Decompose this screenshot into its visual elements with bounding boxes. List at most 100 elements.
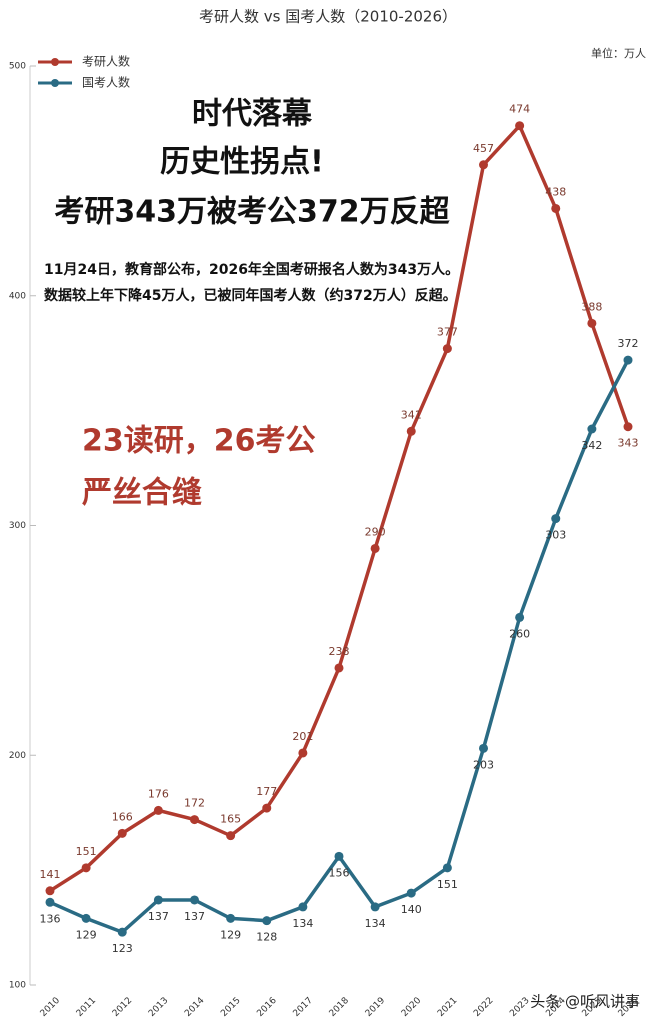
data-point [587,318,597,328]
data-point [479,160,488,170]
x-tick-label: 2021 [436,996,459,1019]
data-label: 172 [184,797,205,810]
data-label: 137 [184,910,205,923]
data-point [117,927,127,937]
legend-marker [51,58,59,66]
data-point [153,805,163,815]
data-point [370,902,380,912]
data-point [479,743,488,753]
data-point [587,424,597,434]
data-point [551,203,561,213]
data-point [117,828,127,838]
data-label: 156 [329,866,350,879]
headline: 考研343万被考公372万反超 [54,195,450,230]
data-point [442,863,452,873]
x-tick-label: 2019 [364,996,387,1019]
data-label: 238 [329,645,350,658]
data-point [262,916,272,926]
x-tick-label: 2014 [183,996,206,1019]
data-point [623,422,633,432]
x-tick-label: 2022 [472,996,495,1019]
data-label: 176 [148,787,169,800]
x-tick-label: 2012 [111,996,134,1019]
y-tick-label: 400 [9,291,26,301]
paragraph: 11月24日，教育部公布，2026年全国考研报名人数为343万人。 [44,261,459,278]
data-point [298,748,308,758]
y-tick-label: 500 [9,62,26,72]
data-point [262,803,272,813]
data-label: 151 [76,845,97,858]
data-point [45,886,55,896]
y-tick-label: 100 [9,981,26,991]
data-label: 165 [220,813,241,826]
x-tick-label: 2018 [328,996,351,1019]
data-label: 166 [112,810,133,823]
paragraph: 数据较上年下降45万人，已被同年国考人数（约372万人）反超。 [44,287,457,304]
data-label: 134 [292,917,313,930]
data-label: 141 [40,868,61,881]
x-tick-label: 2023 [508,996,531,1019]
data-point [81,863,91,873]
data-label: 438 [545,185,566,198]
callout: 严丝合缝 [82,476,202,511]
data-point [370,543,380,553]
data-label: 177 [256,785,277,798]
data-point [45,897,55,907]
legend-marker [51,79,59,87]
data-point [515,612,525,622]
data-point [153,895,163,905]
data-point [298,902,308,912]
data-label: 129 [220,928,241,941]
x-tick-label: 2016 [255,996,278,1019]
data-point [515,121,525,131]
data-label: 203 [473,758,494,771]
x-tick-label: 2020 [400,996,423,1019]
data-label: 129 [76,928,97,941]
data-label: 342 [581,439,602,452]
legend-label: 考研人数 [82,54,130,69]
legend-label: 国考人数 [82,75,130,90]
data-label: 201 [292,730,313,743]
watermark: 头条 @听风讲事 [530,993,640,1011]
x-tick-label: 2017 [292,996,315,1019]
data-point [623,355,633,365]
y-tick-label: 200 [9,751,26,761]
data-point [406,888,416,898]
callout: 23读研，26考公 [82,424,316,459]
data-label: 137 [148,910,169,923]
x-tick-label: 2010 [39,996,62,1019]
data-label: 123 [112,942,133,955]
unit-label: 单位：万人 [591,46,646,60]
data-label: 151 [437,878,458,891]
data-label: 341 [401,408,422,421]
data-label: 388 [581,300,602,313]
data-label: 343 [618,437,639,450]
data-label: 372 [618,337,639,350]
data-label: 457 [473,142,494,155]
data-label: 377 [437,326,458,339]
data-label: 140 [401,903,422,916]
data-label: 474 [509,103,530,116]
data-point [551,514,561,524]
data-label: 260 [509,627,530,640]
data-point [81,913,91,923]
x-tick-label: 2013 [147,996,170,1019]
data-point [334,663,344,673]
data-point [190,815,199,825]
data-point [226,913,236,923]
data-label: 303 [545,529,566,542]
headline: 历史性拐点! [160,145,324,180]
data-point [190,895,199,905]
data-label: 136 [40,912,61,925]
data-label: 134 [365,917,386,930]
x-tick-label: 2011 [75,996,98,1019]
data-point [334,851,344,861]
y-tick-label: 300 [9,521,26,531]
data-point [442,344,452,354]
data-point [226,831,236,841]
chart-title: 考研人数 vs 国考人数（2010-2026） [199,8,457,26]
data-label: 290 [365,525,386,538]
data-point [406,426,416,436]
data-label: 128 [256,931,277,944]
